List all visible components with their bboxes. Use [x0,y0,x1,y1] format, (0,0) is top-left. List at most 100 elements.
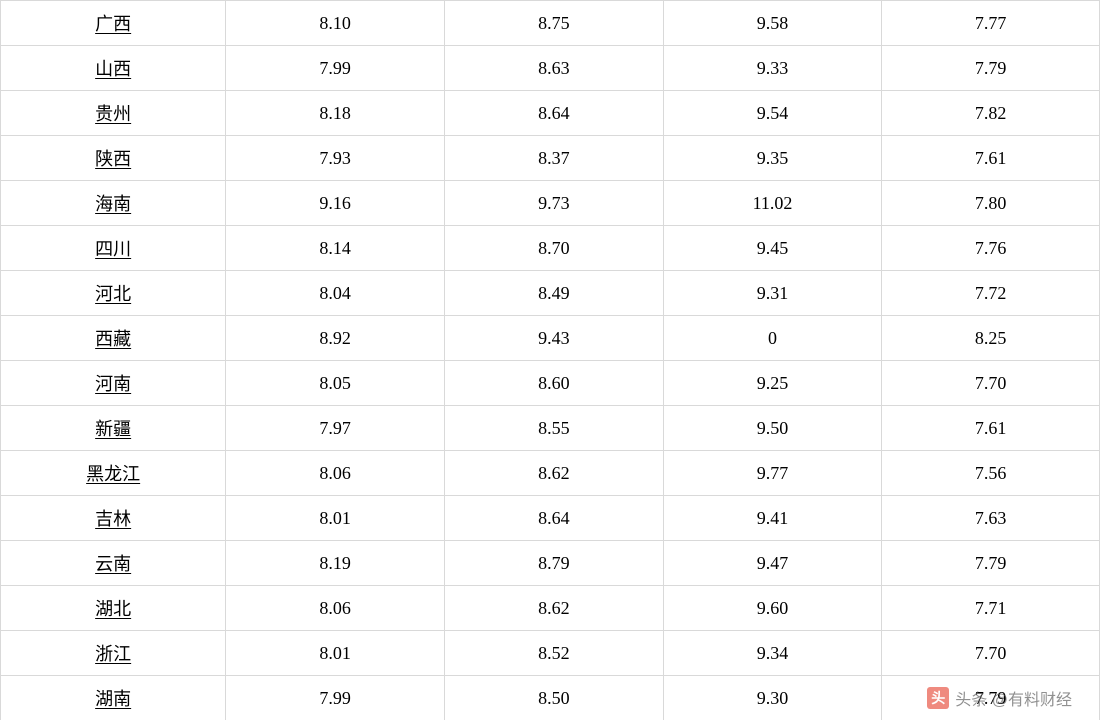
value-cell: 7.97 [226,406,445,451]
province-link[interactable]: 河北 [95,284,131,304]
province-cell[interactable]: 湖南 [1,676,226,720]
value-cell: 7.80 [882,181,1100,226]
value-cell: 9.33 [663,46,882,91]
province-cell[interactable]: 云南 [1,541,226,586]
province-cell[interactable]: 山西 [1,46,226,91]
province-link[interactable]: 四川 [95,239,131,259]
value-cell: 7.77 [882,1,1100,46]
province-cell[interactable]: 新疆 [1,406,226,451]
watermark: 头 头条 @有料财经 [927,686,1072,710]
value-cell: 8.63 [444,46,663,91]
value-cell: 8.19 [226,541,445,586]
value-cell: 8.10 [226,1,445,46]
province-link[interactable]: 贵州 [95,104,131,124]
province-link[interactable]: 湖北 [95,599,131,619]
province-link[interactable]: 新疆 [95,419,131,439]
province-cell[interactable]: 河北 [1,271,226,316]
value-cell: 8.70 [444,226,663,271]
value-cell: 9.31 [663,271,882,316]
value-cell: 9.77 [663,451,882,496]
value-cell: 7.56 [882,451,1100,496]
value-cell: 9.25 [663,361,882,406]
toutiao-icon: 头 [927,687,949,709]
value-cell: 8.79 [444,541,663,586]
table-body: 广西8.108.759.587.77山西7.998.639.337.79贵州8.… [1,1,1100,720]
province-link[interactable]: 黑龙江 [86,464,140,484]
value-cell: 9.16 [226,181,445,226]
data-table: 广西8.108.759.587.77山西7.998.639.337.79贵州8.… [0,0,1100,720]
province-link[interactable]: 海南 [95,194,131,214]
province-cell[interactable]: 广西 [1,1,226,46]
value-cell: 8.25 [882,316,1100,361]
value-cell: 9.60 [663,586,882,631]
value-cell: 9.45 [663,226,882,271]
value-cell: 8.60 [444,361,663,406]
province-link[interactable]: 湖南 [95,689,131,709]
province-cell[interactable]: 海南 [1,181,226,226]
value-cell: 8.05 [226,361,445,406]
value-cell: 8.06 [226,586,445,631]
value-cell: 0 [663,316,882,361]
value-cell: 8.01 [226,631,445,676]
value-cell: 9.35 [663,136,882,181]
value-cell: 8.18 [226,91,445,136]
value-cell: 7.63 [882,496,1100,541]
province-cell[interactable]: 黑龙江 [1,451,226,496]
value-cell: 9.47 [663,541,882,586]
value-cell: 9.58 [663,1,882,46]
watermark-prefix: 头条 [955,692,987,709]
value-cell: 7.70 [882,631,1100,676]
table-row: 贵州8.188.649.547.82 [1,91,1100,136]
province-link[interactable]: 山西 [95,59,131,79]
value-cell: 9.50 [663,406,882,451]
table-row: 新疆 7.978.559.507.61 [1,406,1100,451]
value-cell: 7.82 [882,91,1100,136]
value-cell: 7.61 [882,136,1100,181]
table-row: 海南 9.169.7311.027.80 [1,181,1100,226]
province-link[interactable]: 陕西 [95,149,131,169]
value-cell: 8.62 [444,586,663,631]
province-link[interactable]: 吉林 [95,509,131,529]
table-row: 湖北8.068.629.607.71 [1,586,1100,631]
value-cell: 8.37 [444,136,663,181]
province-cell[interactable]: 吉林 [1,496,226,541]
value-cell: 8.49 [444,271,663,316]
province-cell[interactable]: 西藏 [1,316,226,361]
province-link[interactable]: 西藏 [95,329,131,349]
province-cell[interactable]: 河南 [1,361,226,406]
value-cell: 7.99 [226,46,445,91]
value-cell: 11.02 [663,181,882,226]
value-cell: 8.92 [226,316,445,361]
value-cell: 7.61 [882,406,1100,451]
province-cell[interactable]: 四川 [1,226,226,271]
table-row: 陕西 7.938.379.357.61 [1,136,1100,181]
province-link[interactable]: 云南 [95,554,131,574]
value-cell: 8.55 [444,406,663,451]
value-cell: 9.43 [444,316,663,361]
value-cell: 7.93 [226,136,445,181]
table-row: 浙江8.018.529.347.70 [1,631,1100,676]
table-row: 广西8.108.759.587.77 [1,1,1100,46]
province-link[interactable]: 广西 [95,14,131,34]
table-row: 黑龙江8.068.629.777.56 [1,451,1100,496]
province-cell[interactable]: 湖北 [1,586,226,631]
value-cell: 8.64 [444,496,663,541]
value-cell: 8.50 [444,676,663,720]
value-cell: 7.79 [882,46,1100,91]
province-link[interactable]: 河南 [95,374,131,394]
value-cell: 9.73 [444,181,663,226]
province-link[interactable]: 浙江 [95,644,131,664]
value-cell: 7.70 [882,361,1100,406]
province-cell[interactable]: 陕西 [1,136,226,181]
value-cell: 8.52 [444,631,663,676]
province-cell[interactable]: 贵州 [1,91,226,136]
table-row: 西藏 8.929.4308.25 [1,316,1100,361]
value-cell: 7.99 [226,676,445,720]
table-row: 四川8.148.709.457.76 [1,226,1100,271]
value-cell: 7.72 [882,271,1100,316]
watermark-text: 头条 @有料财经 [955,686,1072,710]
value-cell: 7.79 [882,541,1100,586]
value-cell: 8.14 [226,226,445,271]
value-cell: 9.54 [663,91,882,136]
province-cell[interactable]: 浙江 [1,631,226,676]
